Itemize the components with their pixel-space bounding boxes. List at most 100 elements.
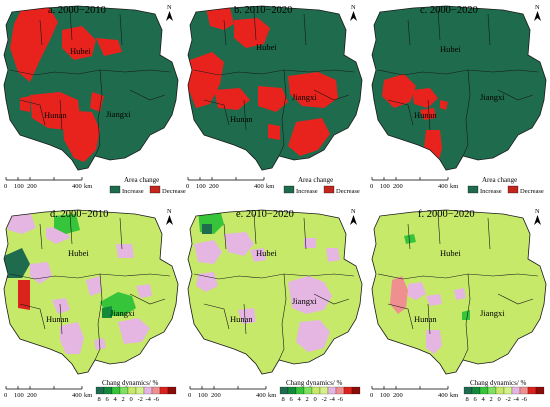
svg-text:N: N <box>167 4 172 11</box>
label-hunan: Hunan <box>414 314 437 324</box>
panel-title: e. 2010−2020 <box>236 209 294 220</box>
svg-text:0: 0 <box>188 392 191 399</box>
ramp-swatch <box>463 386 473 395</box>
ramp-tick-label: 0 <box>498 396 501 403</box>
scale-bar: 0 100 200 400 km <box>370 386 458 399</box>
ramp-swatch <box>319 386 329 395</box>
label-hubei: Hubei <box>68 248 89 258</box>
legend-title: Chang dynamics/ % <box>286 379 343 387</box>
ramp-tick-label: 8 <box>466 396 469 403</box>
svg-text:200: 200 <box>27 183 37 190</box>
legend-increase: Increase <box>122 188 144 195</box>
label-jiangxi: Jiangxi <box>480 308 505 318</box>
label-hubei: Hubei <box>70 46 91 56</box>
panel-a: a. 2000−2010 Hubei Hunan Jiangxi N <box>3 4 179 171</box>
decrease-patches <box>188 8 338 156</box>
ramp-swatch <box>279 386 289 395</box>
ramp-swatch <box>311 386 321 395</box>
ramp-tick-label: 0 <box>314 396 317 403</box>
panel-title: c. 2000−2020 <box>420 5 478 16</box>
svg-text:400: 400 <box>254 183 264 190</box>
ramp-tick-label: 4 <box>114 396 118 403</box>
svg-text:200: 200 <box>209 183 219 190</box>
svg-text:200: 200 <box>27 392 37 399</box>
ramp-tick-label: -6 <box>522 396 528 403</box>
dynamics-patches <box>194 210 340 352</box>
ramp-tick-label: -2 <box>322 396 327 403</box>
borders <box>193 9 355 157</box>
ramp-swatch <box>335 386 345 395</box>
ramp-swatch <box>143 386 153 395</box>
ramp-swatch <box>527 386 537 395</box>
legend-decrease: Decrease <box>162 188 186 195</box>
svg-text:100: 100 <box>14 183 24 190</box>
label-hubei: Hubei <box>440 248 461 258</box>
ramp-swatch <box>327 386 337 395</box>
ramp-swatch <box>295 386 305 395</box>
area-legend: Area change Increase Decrease <box>109 176 186 195</box>
legend-title: Chang dynamics/ % <box>102 379 159 387</box>
ramp-swatch <box>511 386 521 395</box>
north-arrow: N <box>166 208 173 225</box>
ramp-swatch <box>119 386 129 395</box>
panel-d: d. 2000−2010 Hubei Hunan Jiangxi N <box>3 208 179 375</box>
borders <box>193 213 355 361</box>
ramp-swatch <box>287 386 297 395</box>
top-row-scales-legends: 0 100 200 400 km Area change Increase De… <box>4 176 544 195</box>
ramp-swatch <box>471 386 481 395</box>
dynamics-patches <box>4 212 152 354</box>
ramp-swatch <box>487 386 497 395</box>
svg-text:0: 0 <box>370 392 373 399</box>
svg-text:400: 400 <box>72 392 82 399</box>
ramp-swatch <box>167 386 177 395</box>
label-hunan: Hunan <box>230 114 253 124</box>
ramp-tick-label: 8 <box>282 396 285 403</box>
ramp-swatch <box>519 386 529 395</box>
ramp-swatch <box>159 386 169 395</box>
label-hubei: Hubei <box>440 44 461 54</box>
svg-text:N: N <box>167 208 172 215</box>
svg-text:100: 100 <box>14 392 24 399</box>
ramp-tick-label: 8 <box>98 396 101 403</box>
svg-text:km: km <box>450 183 458 190</box>
ramp-swatch <box>111 386 121 395</box>
color-ramp <box>279 386 361 395</box>
ramp-swatch <box>503 386 513 395</box>
label-jiangxi: Jiangxi <box>110 308 135 318</box>
ramp-swatch <box>151 386 161 395</box>
legend-increase: Increase <box>296 188 318 195</box>
svg-text:km: km <box>84 392 92 399</box>
ramp-tick-label: 2 <box>122 396 125 403</box>
ramp-swatch <box>479 386 489 395</box>
svg-text:km: km <box>266 183 274 190</box>
label-hunan: Hunan <box>414 110 437 120</box>
label-jiangxi: Jiangxi <box>292 92 317 102</box>
ramp-tick-label: 2 <box>490 396 493 403</box>
panel-title: b. 2010−2020 <box>234 5 292 16</box>
ramp-tick-label: 6 <box>474 396 478 403</box>
north-arrow: N <box>534 4 541 21</box>
svg-text:0: 0 <box>4 392 7 399</box>
ramp-tick-label: -4 <box>146 396 152 403</box>
dynamics-legend: Chang dynamics/ % 8 6 4 2 0 -2 -4 -6 <box>463 379 545 403</box>
panel-title: a. 2000−2010 <box>48 5 106 16</box>
legend-title: Area change <box>298 176 333 184</box>
borders <box>377 213 539 361</box>
legend-title: Area change <box>124 176 159 184</box>
panel-title: d. 2000−2010 <box>50 209 108 220</box>
legend-increase: Increase <box>480 188 502 195</box>
borders <box>9 213 171 361</box>
ramp-tick-label: 2 <box>306 396 309 403</box>
svg-text:N: N <box>535 208 540 215</box>
svg-text:100: 100 <box>380 392 390 399</box>
label-hunan: Hunan <box>230 314 253 324</box>
panel-f: f. 2000−2020 Hubei Hunan Jiangxi N <box>371 208 547 375</box>
color-ramp <box>463 386 545 395</box>
panel-c: c. 2000−2020 Hubei Hunan Jiangxi N <box>371 4 547 171</box>
ramp-swatch <box>135 386 145 395</box>
label-hunan: Hunan <box>46 314 69 324</box>
ramp-swatch <box>95 386 105 395</box>
svg-text:0: 0 <box>186 183 189 190</box>
ramp-swatch <box>351 386 361 395</box>
